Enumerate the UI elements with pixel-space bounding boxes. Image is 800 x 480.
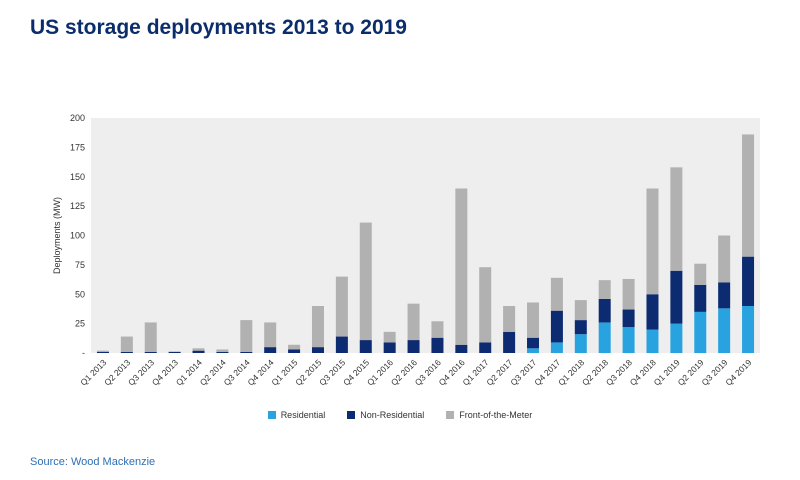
y-tick-label: 200 xyxy=(70,113,85,123)
plot-area xyxy=(91,118,760,353)
bar-front-of-the-meter xyxy=(598,280,611,299)
y-tick-label: 75 xyxy=(75,260,85,270)
legend-label: Residential xyxy=(280,410,326,420)
bar-front-of-the-meter xyxy=(527,302,540,338)
legend-swatch xyxy=(347,411,356,419)
bar-residential xyxy=(574,334,587,353)
bar-front-of-the-meter xyxy=(335,276,348,337)
bar-non-residential xyxy=(527,337,540,349)
legend-item: Residential xyxy=(267,410,326,420)
bar-front-of-the-meter xyxy=(96,350,109,352)
bar-residential xyxy=(742,306,755,353)
bar-non-residential xyxy=(431,337,444,353)
page-title: US storage deployments 2013 to 2019 xyxy=(30,16,407,39)
bar-front-of-the-meter xyxy=(742,134,755,257)
bar-residential xyxy=(622,327,635,353)
source-note: Source: Wood Mackenzie xyxy=(30,456,156,468)
bar-non-residential xyxy=(407,340,420,353)
y-tick-label: 125 xyxy=(70,201,85,211)
bar-non-residential xyxy=(240,351,253,353)
bar-front-of-the-meter xyxy=(216,349,229,352)
bar-residential xyxy=(718,308,731,353)
bar-non-residential xyxy=(335,336,348,353)
bar-non-residential xyxy=(383,342,396,353)
bar-non-residential xyxy=(288,349,301,353)
bar-non-residential xyxy=(598,298,611,323)
bar-front-of-the-meter xyxy=(192,348,205,351)
y-tick-label: 100 xyxy=(70,231,85,241)
bar-non-residential xyxy=(479,342,492,353)
bar-non-residential xyxy=(718,282,731,309)
bar-front-of-the-meter xyxy=(646,188,659,295)
bar-residential xyxy=(694,311,707,353)
bar-front-of-the-meter xyxy=(550,277,563,311)
legend-swatch xyxy=(446,411,455,419)
bar-front-of-the-meter xyxy=(574,300,587,321)
bar-residential xyxy=(646,329,659,353)
bar-non-residential xyxy=(694,284,707,312)
bar-front-of-the-meter xyxy=(694,263,707,285)
bar-non-residential xyxy=(311,347,324,353)
chart-legend: Residential Non-Residential Front-of-the-M… xyxy=(0,410,800,420)
bar-front-of-the-meter xyxy=(431,321,444,338)
bar-front-of-the-meter xyxy=(144,322,157,352)
bar-residential xyxy=(550,342,563,353)
bar-non-residential xyxy=(168,351,181,353)
bar-non-residential xyxy=(455,344,468,353)
x-tick-label: Q4 2019 xyxy=(723,357,753,387)
bar-front-of-the-meter xyxy=(407,303,420,341)
legend-swatch xyxy=(267,411,276,419)
bar-front-of-the-meter xyxy=(240,320,253,352)
bar-front-of-the-meter xyxy=(264,322,277,348)
bar-non-residential xyxy=(120,351,133,353)
bar-non-residential xyxy=(264,347,277,353)
bar-front-of-the-meter xyxy=(120,336,133,352)
bar-front-of-the-meter xyxy=(503,306,516,332)
bar-non-residential xyxy=(742,256,755,306)
bar-front-of-the-meter xyxy=(383,331,396,343)
bar-residential xyxy=(598,322,611,353)
y-tick-label: 175 xyxy=(70,142,85,152)
y-tick-label: 25 xyxy=(75,319,85,329)
bar-front-of-the-meter xyxy=(718,235,731,283)
bar-non-residential xyxy=(144,351,157,353)
bar-residential xyxy=(527,348,540,353)
y-tick-label: 50 xyxy=(75,289,85,299)
bar-front-of-the-meter xyxy=(455,188,468,345)
legend-label: Front-of-the-Meter xyxy=(459,410,533,420)
bar-non-residential xyxy=(96,351,109,353)
bar-front-of-the-meter xyxy=(359,222,372,341)
y-tick-label: 150 xyxy=(70,172,85,182)
bar-non-residential xyxy=(646,294,659,330)
legend-item: Non-Residential xyxy=(347,410,424,420)
bar-front-of-the-meter xyxy=(479,267,492,343)
bar-residential xyxy=(670,323,683,353)
bar-non-residential xyxy=(670,270,683,324)
y-axis-label: Deployments (MW) xyxy=(52,197,62,274)
bar-front-of-the-meter xyxy=(288,344,301,350)
bar-front-of-the-meter xyxy=(622,278,635,310)
bar-front-of-the-meter xyxy=(670,167,683,271)
y-tick-label: - xyxy=(82,348,85,358)
bar-non-residential xyxy=(574,320,587,335)
bar-non-residential xyxy=(216,351,229,353)
bar-non-residential xyxy=(192,350,205,353)
bar-front-of-the-meter xyxy=(311,306,324,348)
bar-non-residential xyxy=(622,309,635,328)
bar-non-residential xyxy=(550,310,563,343)
legend-label: Non-Residential xyxy=(360,410,425,420)
bar-non-residential xyxy=(359,340,372,353)
legend-item: Front-of-the-Meter xyxy=(446,410,532,420)
bar-non-residential xyxy=(503,331,516,353)
